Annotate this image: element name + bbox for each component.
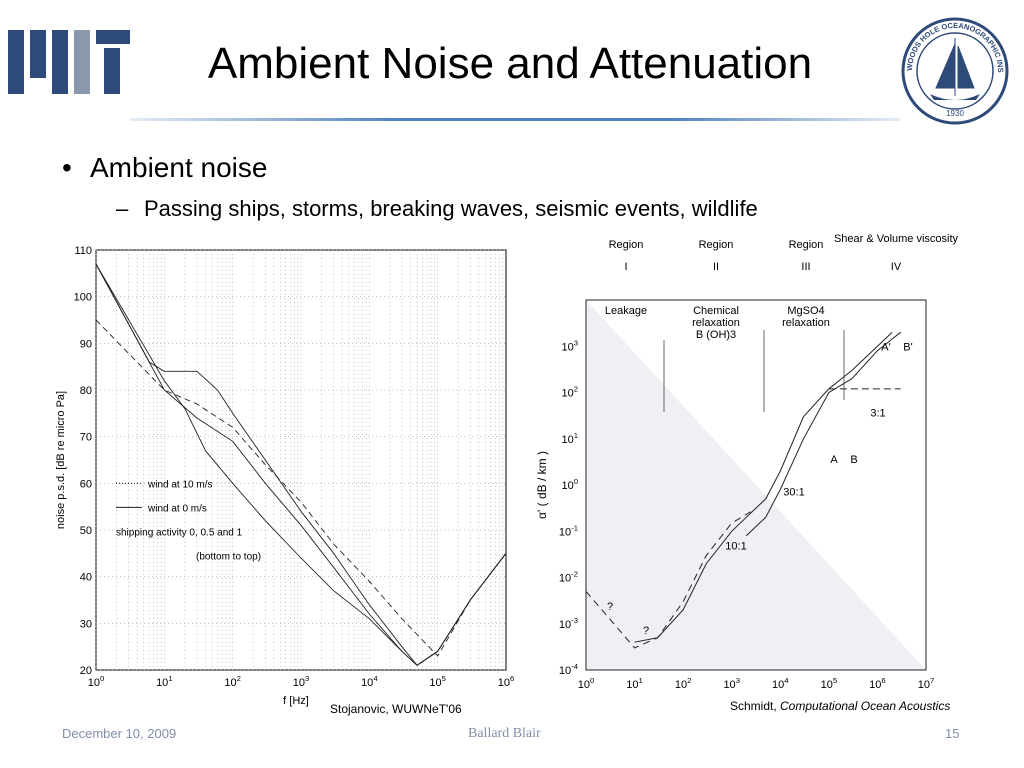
chart-annotation: 10:1 <box>725 541 746 553</box>
y-tick-label: 30 <box>80 618 92 630</box>
y-tick-label: 90 <box>80 338 92 350</box>
x-axis-label: f [Hz] <box>283 695 309 707</box>
data-series-line <box>95 263 507 666</box>
attenuation-chart: RegionILeakageRegionIIChemicalrelaxation… <box>535 233 959 698</box>
region-numeral: IV <box>891 261 902 273</box>
footer-date: December 10, 2009 <box>62 726 177 741</box>
x-tick-label: 104 <box>772 676 789 691</box>
y-tick-label: 10-1 <box>559 523 578 538</box>
region-numeral: I <box>624 261 627 273</box>
y-tick-label: 50 <box>80 525 92 537</box>
y-tick-label: 70 <box>80 432 92 444</box>
plot-area <box>585 299 927 671</box>
shaded-background <box>586 300 926 670</box>
x-tick-label: 102 <box>675 676 692 691</box>
y-tick-label: 100 <box>561 477 578 492</box>
y-tick-label: 10-4 <box>559 662 579 677</box>
chart-annotation: 30:1 <box>783 486 804 498</box>
left-chart-credit: Stojanovic, WUWNeT'06 <box>330 702 462 716</box>
x-tick-label: 105 <box>821 676 838 691</box>
x-tick-label: 105 <box>429 674 446 689</box>
bullet-item: • Ambient noise <box>62 152 267 184</box>
chart-annotation: A' <box>881 342 890 354</box>
whoi-year: 1930 <box>946 109 964 118</box>
y-tick-label: 102 <box>561 385 578 400</box>
x-tick-label: 103 <box>723 676 740 691</box>
chart-annotation: A <box>830 454 838 466</box>
x-tick-label: 100 <box>578 676 595 691</box>
y-tick-label: 10-3 <box>559 616 578 631</box>
y-tick-label: 110 <box>74 245 92 257</box>
y-tick-label: 101 <box>561 431 578 446</box>
region-name: Chemical <box>693 305 739 317</box>
mit-logo <box>8 30 130 94</box>
x-tick-label: 107 <box>918 676 935 691</box>
title-divider <box>130 118 900 121</box>
data-series-line <box>585 508 756 649</box>
x-tick-label: 106 <box>498 674 515 689</box>
legend-label: shipping activity 0, 0.5 and 1 <box>116 527 243 538</box>
region-numeral: II <box>713 261 719 273</box>
region-name: B (OH)3 <box>696 329 736 341</box>
y-tick-label: 20 <box>80 665 92 677</box>
y-tick-label: 10-2 <box>559 570 578 585</box>
sub-bullet-text: Passing ships, storms, breaking waves, s… <box>144 196 758 221</box>
legend-label: wind at 0 m/s <box>147 503 207 514</box>
whoi-logo-svg: 1930 WOODS HOLE OCEANOGRAPHIC INSTITUTIO… <box>897 9 1009 125</box>
x-tick-label: 101 <box>626 676 643 691</box>
y-tick-label: 40 <box>80 572 92 584</box>
bullet-dot-icon: • <box>62 152 72 183</box>
chart-annotation: 3:1 <box>870 408 885 420</box>
x-tick-label: 102 <box>224 674 241 689</box>
region-name: relaxation <box>782 317 830 329</box>
region-name: relaxation <box>692 317 740 329</box>
bullet-text: Ambient noise <box>90 152 268 183</box>
region-name: Leakage <box>605 305 647 317</box>
whoi-logo: 1930 WOODS HOLE OCEANOGRAPHIC INSTITUTIO… <box>897 9 1010 126</box>
region-label: Region <box>699 239 734 251</box>
region-numeral: III <box>801 261 810 273</box>
y-tick-label: 103 <box>561 338 578 353</box>
y-axis-label: α' ( dB / km ) <box>535 451 549 519</box>
y-tick-label: 60 <box>80 478 92 490</box>
chart-annotation: B' <box>903 342 912 354</box>
region-name: MgSO4 <box>787 305 824 317</box>
slide-title: Ambient Noise and Attenuation <box>207 39 813 88</box>
region-label: Region <box>789 239 824 251</box>
x-axis-label: Frequency ( Hz ) <box>711 697 800 698</box>
region-label: Region <box>609 239 644 251</box>
footer-author: Ballard Blair <box>468 726 541 741</box>
credit-book-title: Computational Ocean Acoustics <box>780 699 951 713</box>
data-series-line <box>634 331 893 643</box>
data-series-line <box>95 319 507 657</box>
chart-annotation: ? <box>643 625 649 637</box>
x-tick-label: 100 <box>88 674 105 689</box>
chart-annotation: ? <box>607 601 613 613</box>
dash-icon: – <box>116 196 129 221</box>
legend-label: wind at 10 m/s <box>147 479 212 490</box>
y-tick-label: 100 <box>74 292 92 304</box>
x-tick-label: 104 <box>361 674 378 689</box>
chart-annotation: B <box>850 454 857 466</box>
sub-bullet-item: – Passing ships, storms, breaking waves, … <box>116 196 758 222</box>
legend-label: (bottom to top) <box>196 551 261 562</box>
x-tick-label: 103 <box>293 674 310 689</box>
right-chart-credit: Schmidt, Computational Ocean Acoustics <box>730 699 950 713</box>
y-axis-label: noise p.s.d. [dB re micro Pa] <box>55 391 67 529</box>
x-tick-label: 101 <box>156 674 173 689</box>
noise-psd-chart: 20 30 40 50 60 70 80 90 100 110 100 101 102 103 104 105… <box>55 245 515 707</box>
y-tick-label: 80 <box>80 385 92 397</box>
data-series-line <box>745 331 901 537</box>
region-label: Shear & Volume viscosity <box>834 233 959 245</box>
credit-author: Schmidt, <box>730 699 781 713</box>
mit-logo-svg <box>8 30 130 94</box>
footer-page-number: 15 <box>945 726 960 741</box>
plot-area <box>95 249 507 671</box>
x-tick-label: 106 <box>869 676 886 691</box>
